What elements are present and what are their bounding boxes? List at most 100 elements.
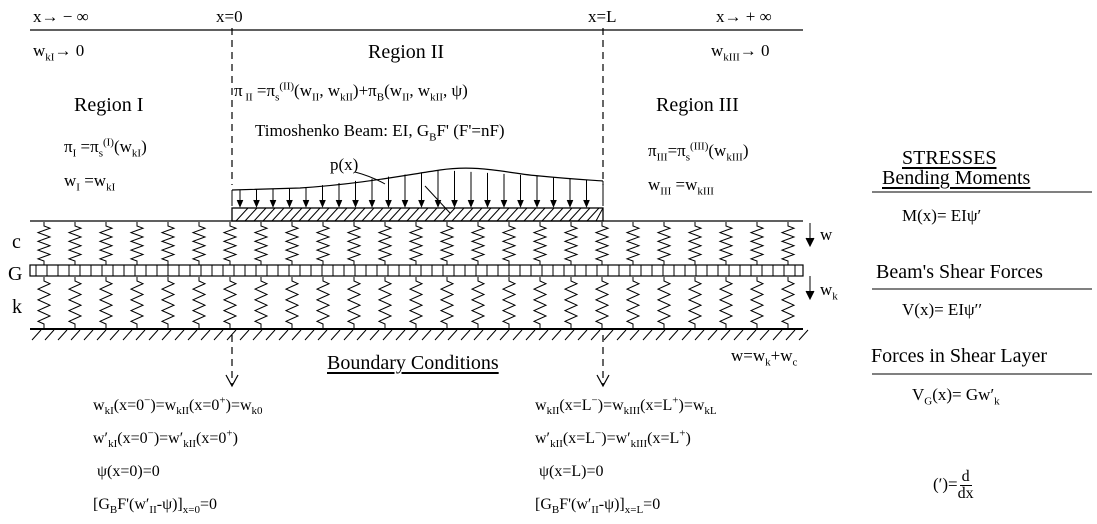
- spring-c: [160, 222, 176, 265]
- beam-hatch-line: [568, 207, 582, 222]
- beam-hatch-line: [325, 207, 339, 222]
- spring-k: [656, 277, 672, 328]
- spring-k: [98, 277, 114, 328]
- beam-hatch-line: [352, 207, 366, 222]
- beam-shear-forces-title: Beam's Shear Forces: [876, 261, 1043, 283]
- beam-hatch-line: [307, 207, 321, 222]
- spring-c: [470, 222, 486, 265]
- layer-c-label: c: [12, 231, 21, 253]
- spring-k: [532, 277, 548, 328]
- spring-k: [470, 277, 486, 328]
- load-arrowhead: [269, 199, 277, 208]
- ground-hatch-line: [369, 329, 380, 341]
- ground-hatch-line: [512, 329, 523, 341]
- spring-c: [718, 222, 734, 265]
- spring-c: [284, 222, 300, 265]
- beam-hatch-line: [433, 207, 447, 222]
- xL-label: x=L: [588, 7, 617, 26]
- ground-hatch-line: [109, 329, 120, 341]
- spring-c: [749, 222, 765, 265]
- ground-hatch-line: [681, 329, 692, 341]
- beam-hatch-line: [469, 207, 483, 222]
- beam-hatch-line: [361, 207, 375, 222]
- load-arrowhead: [319, 199, 326, 208]
- beam-hatch-line: [460, 207, 474, 222]
- w-label: w: [820, 225, 833, 244]
- beam-hatch-line: [334, 207, 348, 222]
- beam-hatch-line: [595, 207, 604, 222]
- spring-c: [501, 222, 517, 265]
- x0-label: x=0: [216, 7, 243, 26]
- spring-c: [98, 222, 114, 265]
- wk-arrowhead: [805, 290, 815, 301]
- beam-hatch-line: [424, 207, 438, 222]
- shear-layer-forces-title: Forces in Shear Layer: [871, 345, 1048, 367]
- load-arrowhead: [368, 199, 376, 208]
- beam-hatch-line: [406, 207, 420, 222]
- ground-hatch-line: [70, 329, 81, 341]
- beam-hatch-line: [289, 207, 303, 222]
- ground-hatch-line: [57, 329, 68, 341]
- ground-hatch-line: [213, 329, 224, 341]
- beam-label-leader: [424, 185, 451, 214]
- spring-c: [222, 222, 238, 265]
- beam-shear-equation: V(x)= EIψ′′: [902, 300, 983, 319]
- bc-right-3: ψ(x=L)=0: [539, 463, 604, 480]
- spring-k: [563, 277, 579, 328]
- spring-c: [439, 222, 455, 265]
- beam-hatch-line: [379, 207, 393, 222]
- beam-hatch-line: [388, 207, 402, 222]
- spring-c: [67, 222, 83, 265]
- ground-hatch-line: [343, 329, 354, 341]
- beam-hatch-line: [550, 207, 564, 222]
- beam-hatch-line: [442, 207, 456, 222]
- beam-hatch-line: [523, 207, 537, 222]
- ground-hatch-line: [96, 329, 107, 341]
- ground-hatch-line: [538, 329, 549, 341]
- spring-c: [191, 222, 207, 265]
- ground-hatch-line: [395, 329, 406, 341]
- ground-hatch-line: [590, 329, 601, 341]
- beam-hatch-line: [496, 207, 510, 222]
- ground-hatch-line: [564, 329, 575, 341]
- beam-hatch-line: [559, 207, 573, 222]
- load-arrowhead: [517, 199, 524, 208]
- ground-hatch-line: [759, 329, 770, 341]
- spring-k: [439, 277, 455, 328]
- ground-hatch-line: [798, 329, 809, 341]
- load-arrows: [236, 170, 590, 208]
- bc-right-1: wkII(x=L−)=wkIII(x=L+)=wkL: [535, 394, 717, 418]
- beam-hatch-line: [586, 207, 600, 222]
- load-arrowhead: [434, 199, 442, 208]
- beam-hatch-line: [532, 207, 546, 222]
- spring-k: [129, 277, 145, 328]
- boundary-conditions-title: Boundary Conditions: [327, 352, 499, 374]
- spring-k: [501, 277, 517, 328]
- ground-hatch-line: [668, 329, 679, 341]
- beam-hatch-line: [253, 207, 267, 222]
- ground-hatch-line: [577, 329, 588, 341]
- beam-hatch-line: [343, 207, 357, 222]
- spring-k: [253, 277, 269, 328]
- spring-k: [625, 277, 641, 328]
- ground-hatch-line: [317, 329, 328, 341]
- ground-hatch-line: [291, 329, 302, 341]
- ground-hatch-line: [616, 329, 627, 341]
- ground-hatch-line: [421, 329, 432, 341]
- ground-hatch-line: [226, 329, 237, 341]
- load-arrowhead: [583, 199, 590, 208]
- spring-k: [408, 277, 424, 328]
- layer-G-label: G: [8, 263, 23, 285]
- bc-left-3: ψ(x=0)=0: [97, 463, 160, 480]
- ground-hatch-line: [135, 329, 146, 341]
- ground-hatch-line: [122, 329, 133, 341]
- ground-hatch-line: [187, 329, 198, 341]
- spring-c: [687, 222, 703, 265]
- beam-hatch-line: [577, 207, 591, 222]
- region-1-displacement: wI =wkI: [64, 171, 116, 194]
- ground-hatch-line: [382, 329, 393, 341]
- load-arrowhead: [335, 199, 343, 208]
- load-arrowhead: [286, 199, 293, 208]
- ground-hatch-line: [174, 329, 185, 341]
- ground-hatch-line: [239, 329, 250, 341]
